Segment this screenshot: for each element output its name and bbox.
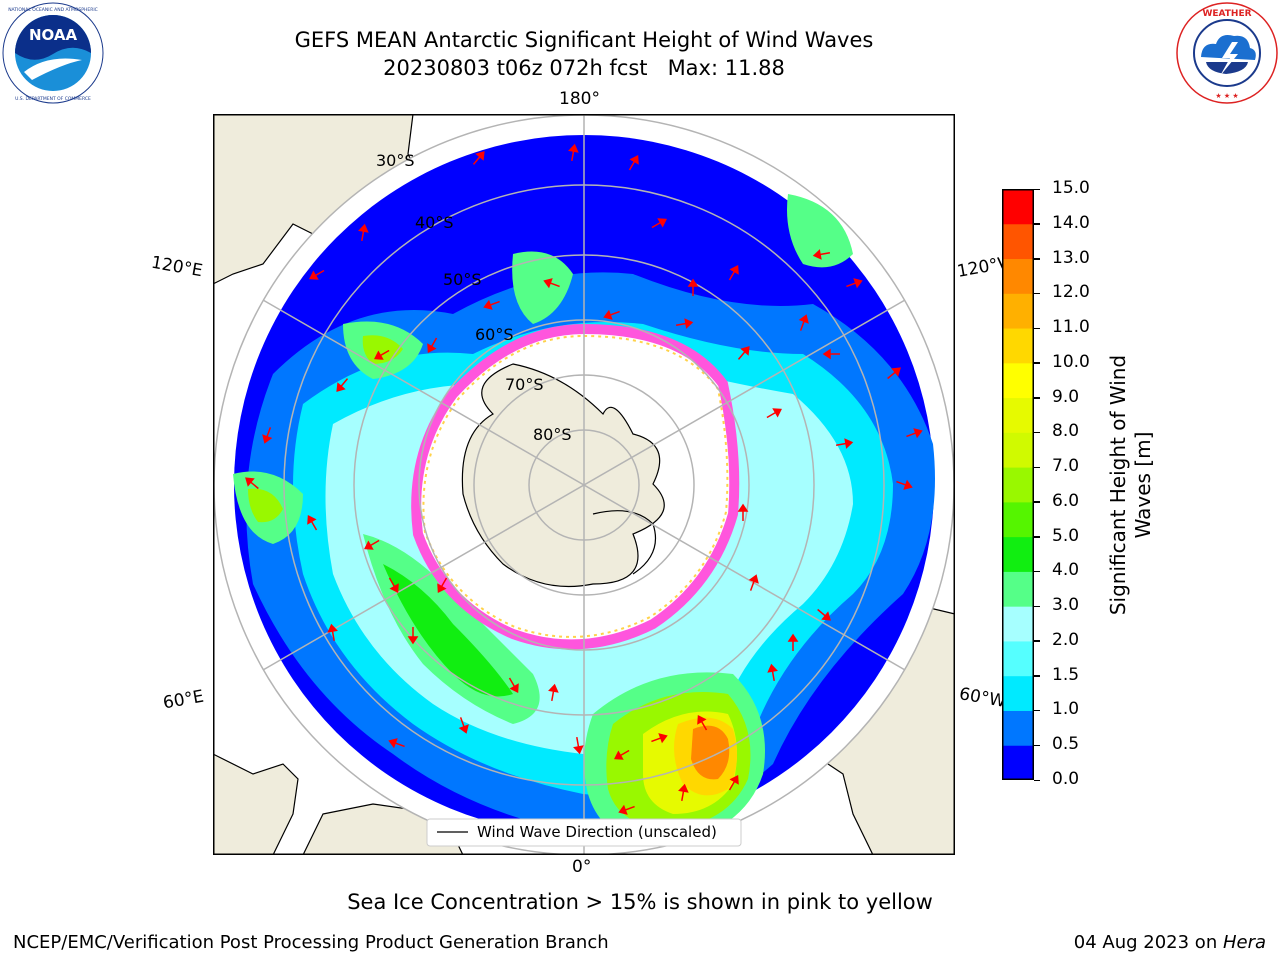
footer-date-text: 04 Aug 2023 on	[1073, 932, 1223, 953]
colorbar-tick-label: 7.0	[1052, 456, 1080, 477]
colorbar-tick-label: 9.0	[1052, 386, 1080, 407]
colorbar-segment	[1002, 223, 1034, 260]
colorbar-segment	[1002, 258, 1034, 294]
svg-text:WEATHER: WEATHER	[1202, 9, 1251, 19]
national-weather-service-logo-icon: WEATHER ★ ★ ★	[1176, 2, 1278, 104]
colorbar-tick-label: 13.0	[1052, 247, 1090, 268]
colorbar-tick-label: 11.0	[1052, 317, 1090, 338]
colorbar-tick-label: 12.0	[1052, 282, 1090, 303]
colorbar-tick-mark	[1034, 431, 1040, 434]
colorbar-tick-label: 0.0	[1052, 769, 1080, 789]
colorbar-tick-label: 15.0	[1052, 178, 1090, 198]
colorbar-segment	[1002, 571, 1034, 607]
lat-label-30s: 30°S	[376, 151, 415, 170]
svg-text:U.S. DEPARTMENT OF COMMERCE: U.S. DEPARTMENT OF COMMERCE	[15, 96, 91, 102]
lon-label-180: 180°	[559, 89, 600, 109]
colorbar-tick-label: 6.0	[1052, 490, 1080, 511]
colorbar-tick-mark	[1034, 397, 1040, 399]
colorbar-tick-label: 10.0	[1052, 351, 1090, 372]
colorbar-tick-label: 8.0	[1052, 421, 1080, 442]
noaa-logo-text: NOAA	[29, 26, 78, 44]
colorbar-tick-mark	[1034, 605, 1040, 608]
colorbar-segment	[1002, 640, 1034, 677]
lon-label-120e: 120°E	[149, 252, 205, 282]
colorbar-tick-mark	[1034, 466, 1040, 469]
svg-text:NATIONAL OCEANIC AND ATMOSPHER: NATIONAL OCEANIC AND ATMOSPHERIC	[8, 7, 98, 13]
colorbar-segment	[1002, 710, 1034, 746]
colorbar-tick-mark	[1034, 292, 1040, 295]
colorbar-tick-mark	[1034, 188, 1040, 190]
colorbar-tick-label: 5.0	[1052, 525, 1080, 546]
colorbar-segment	[1002, 467, 1034, 503]
lon-label-60w: 60°W	[957, 684, 1008, 712]
footer-branch: NCEP/EMC/Verification Post Processing Pr…	[13, 932, 609, 953]
colorbar-tick-label: 1.5	[1052, 664, 1080, 685]
colorbar-segment	[1002, 328, 1034, 364]
colorbar-tick-label: 3.0	[1052, 595, 1080, 616]
polar-map: Wind Wave Direction (unscaled)	[213, 114, 955, 855]
chart-subtitle: 20230803 t06z 072h fcst Max: 11.88	[383, 56, 785, 80]
colorbar-tick-mark	[1034, 223, 1040, 225]
colorbar-segment	[1002, 536, 1034, 572]
colorbar-segment	[1002, 293, 1034, 329]
map-legend	[426, 818, 742, 847]
lat-label-40s: 40°S	[415, 213, 454, 232]
colorbar-tick-label: 0.5	[1052, 734, 1080, 755]
lon-label-60e: 60°E	[161, 686, 206, 714]
colorbar-segment	[1002, 362, 1034, 399]
colorbar-label: Significant Height of Wind Waves [m]	[1106, 354, 1155, 616]
lon-label-0: 0°	[572, 857, 592, 877]
colorbar	[1002, 189, 1034, 781]
colorbar-segment	[1002, 432, 1034, 468]
colorbar-segment	[1002, 745, 1034, 781]
colorbar-segment	[1002, 189, 1034, 225]
chart-title: GEFS MEAN Antarctic Significant Height o…	[294, 28, 874, 52]
svg-text:★ ★ ★: ★ ★ ★	[1215, 92, 1238, 100]
colorbar-tick-mark	[1034, 501, 1040, 503]
footer-host: Hera	[1222, 932, 1266, 953]
noaa-logo-icon: NOAA NATIONAL OCEANIC AND ATMOSPHERIC U.…	[2, 2, 104, 104]
lat-label-50s: 50°S	[443, 270, 482, 289]
lat-label-70s: 70°S	[505, 375, 544, 394]
colorbar-tick-mark	[1034, 640, 1040, 642]
lat-label-60s: 60°S	[475, 325, 514, 344]
colorbar-tick-mark	[1034, 570, 1040, 573]
colorbar-tick-label: 14.0	[1052, 212, 1090, 233]
footer-date: 04 Aug 2023 on Hera	[1074, 932, 1266, 953]
colorbar-tick-label: 2.0	[1052, 629, 1080, 650]
colorbar-tick-mark	[1034, 536, 1040, 538]
colorbar-segment	[1002, 397, 1034, 433]
colorbar-segment	[1002, 501, 1034, 538]
colorbar-tick-mark	[1034, 362, 1040, 364]
colorbar-tick-label: 1.0	[1052, 699, 1080, 720]
colorbar-tick-mark	[1034, 744, 1040, 747]
colorbar-segment	[1002, 675, 1034, 711]
colorbar-tick-mark	[1034, 709, 1040, 712]
colorbar-tick-label: 4.0	[1052, 560, 1080, 581]
colorbar-segment	[1002, 606, 1034, 642]
colorbar-tick-mark	[1034, 675, 1040, 677]
legend-label: Wind Wave Direction (unscaled)	[477, 823, 717, 841]
sea-ice-caption: Sea Ice Concentration > 15% is shown in …	[347, 890, 933, 914]
lat-label-80s: 80°S	[533, 425, 572, 444]
colorbar-tick-mark	[1034, 258, 1040, 260]
colorbar-tick-mark	[1034, 327, 1040, 330]
colorbar-tick-mark	[1034, 779, 1040, 781]
